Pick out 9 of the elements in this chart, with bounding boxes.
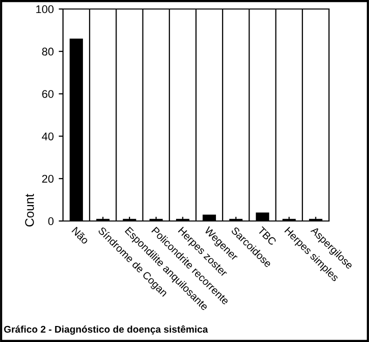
y-tick-label: 0 [48,217,54,226]
y-tick-label: 100 [36,5,54,14]
y-tick-label: 60 [42,90,54,98]
text: Gráfico 2 - Diagnóstico de doença sistêmica [4,325,208,335]
y-axis-title: Count [25,194,34,226]
y-tick-label: 80 [42,48,54,56]
x-tick-label: Não [71,226,90,244]
y-tick-label: 20 [42,174,54,183]
y-tick-label: 40 [42,132,54,140]
